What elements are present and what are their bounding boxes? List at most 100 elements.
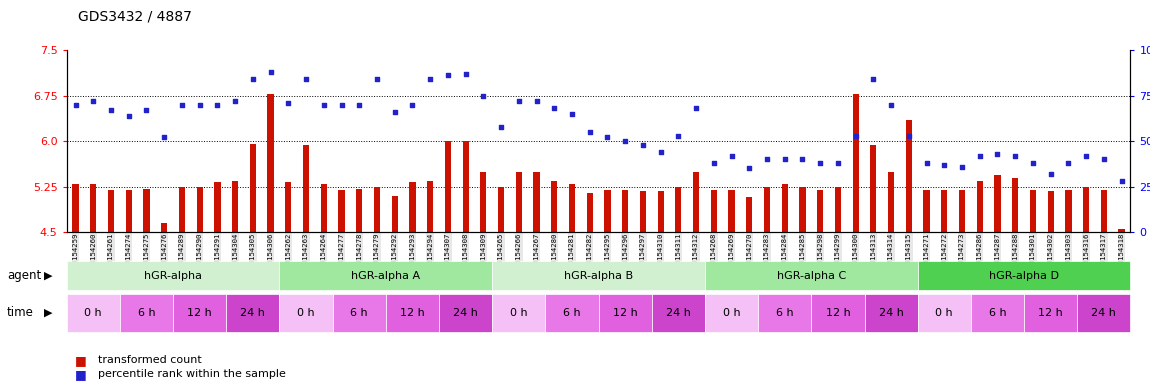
Point (758, 156, 776, 162)
Text: ▶: ▶ (44, 270, 53, 281)
Bar (125, 190, 132, 232)
Point (1095, 156, 1113, 162)
Text: 6 h: 6 h (138, 308, 155, 318)
Point (244, 76, 262, 82)
Point (137, 107, 155, 113)
Bar (995, 175, 1000, 232)
Text: 12 h: 12 h (826, 308, 850, 318)
Point (225, 98, 244, 104)
Point (775, 156, 793, 162)
Text: GDS3432 / 4887: GDS3432 / 4887 (78, 10, 192, 23)
Bar (214, 182, 221, 232)
Bar (197, 187, 202, 232)
Bar (268, 94, 274, 232)
Bar (1083, 187, 1089, 232)
Bar (1012, 178, 1018, 232)
Bar (356, 189, 362, 232)
Bar (1048, 191, 1053, 232)
Point (191, 102, 209, 108)
Bar (1065, 190, 1072, 232)
Text: 24 h: 24 h (666, 308, 691, 318)
Point (332, 102, 351, 108)
Point (651, 149, 669, 155)
Text: agent: agent (7, 269, 41, 282)
Bar (728, 190, 735, 232)
Point (988, 151, 1006, 157)
Text: 12 h: 12 h (613, 308, 637, 318)
Bar (976, 180, 983, 232)
Point (1042, 171, 1060, 177)
Bar (515, 172, 522, 232)
Point (474, 93, 492, 99)
Point (687, 105, 705, 111)
Text: hGR-alpha D: hGR-alpha D (989, 270, 1059, 281)
Point (457, 71, 475, 77)
Point (172, 102, 191, 108)
Point (528, 98, 546, 104)
Bar (569, 184, 575, 232)
Bar (923, 190, 929, 232)
Bar (764, 187, 770, 232)
Point (882, 102, 900, 108)
Text: 12 h: 12 h (1038, 308, 1063, 318)
Bar (586, 193, 592, 232)
Point (102, 107, 121, 113)
Point (404, 102, 422, 108)
Bar (338, 190, 345, 232)
Point (598, 134, 616, 141)
Point (581, 129, 599, 135)
Point (67, 102, 85, 108)
Bar (321, 184, 327, 232)
Bar (179, 187, 185, 232)
Text: hGR-alpha B: hGR-alpha B (564, 270, 634, 281)
Bar (1119, 229, 1125, 232)
Bar (427, 181, 434, 232)
Text: 0 h: 0 h (722, 308, 741, 318)
Text: hGR-alpha: hGR-alpha (144, 270, 202, 281)
Point (1024, 160, 1042, 166)
Point (1112, 178, 1130, 184)
Bar (605, 190, 611, 232)
Text: ■: ■ (75, 354, 86, 367)
Bar (302, 146, 309, 232)
Bar (161, 223, 167, 232)
Text: 12 h: 12 h (187, 308, 212, 318)
Point (421, 76, 439, 82)
Point (208, 102, 227, 108)
Bar (782, 184, 788, 232)
Point (669, 132, 688, 139)
Bar (232, 180, 238, 232)
Point (1076, 153, 1095, 159)
Point (722, 153, 741, 159)
Point (385, 109, 404, 115)
Bar (481, 172, 486, 232)
Text: 24 h: 24 h (879, 308, 904, 318)
Point (545, 105, 564, 111)
Text: 24 h: 24 h (1091, 308, 1117, 318)
Bar (959, 190, 965, 232)
Bar (888, 172, 895, 232)
Point (1059, 160, 1078, 166)
Text: ▶: ▶ (44, 308, 53, 318)
Point (438, 73, 457, 79)
Bar (639, 191, 646, 232)
Point (918, 160, 936, 166)
Bar (622, 190, 628, 232)
Text: transformed count: transformed count (98, 355, 201, 365)
Bar (1101, 190, 1107, 232)
Bar (835, 187, 841, 232)
Text: percentile rank within the sample: percentile rank within the sample (98, 369, 285, 379)
Text: 6 h: 6 h (564, 308, 581, 318)
Bar (374, 187, 380, 232)
Point (261, 69, 279, 75)
Bar (1030, 190, 1036, 232)
Text: 12 h: 12 h (400, 308, 424, 318)
Bar (144, 189, 150, 232)
Text: hGR-alpha A: hGR-alpha A (351, 270, 421, 281)
Point (811, 160, 829, 166)
Point (155, 134, 174, 141)
Point (846, 132, 865, 139)
Bar (250, 144, 256, 232)
Point (279, 100, 298, 106)
Point (971, 153, 989, 159)
